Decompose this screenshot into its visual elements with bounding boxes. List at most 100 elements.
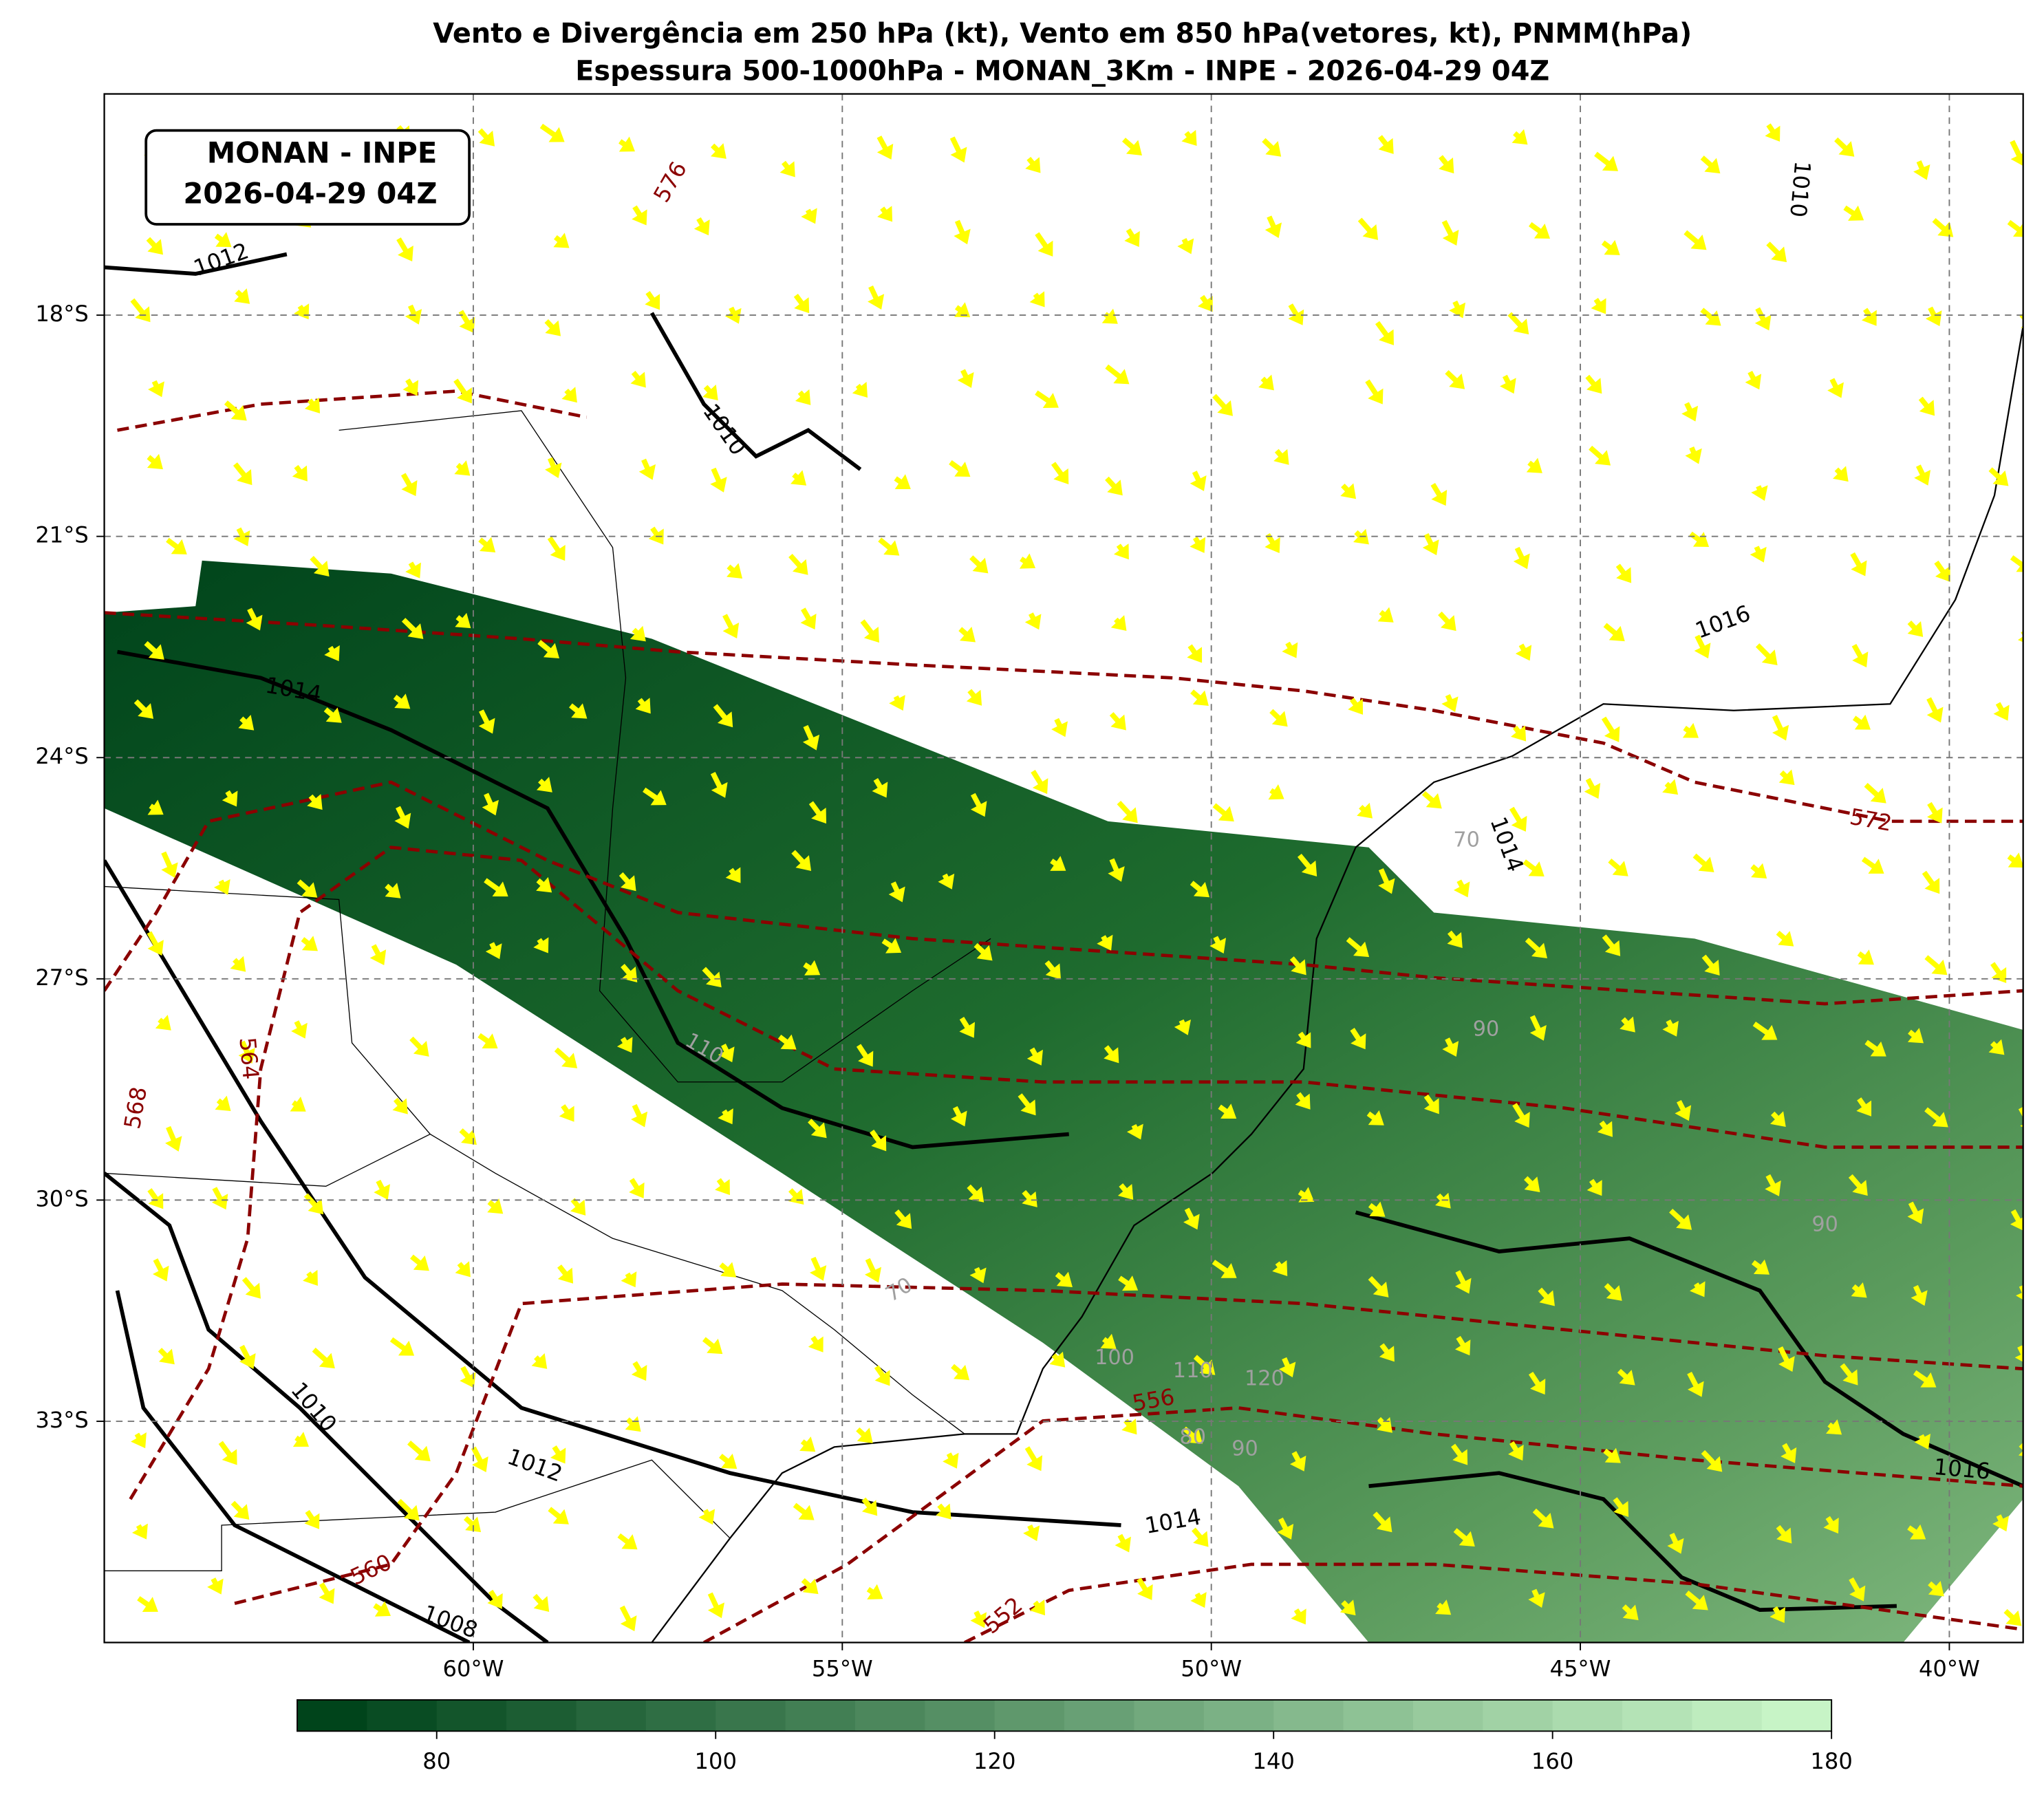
wind-vector bbox=[1850, 552, 1867, 577]
isobar bbox=[1355, 1210, 2023, 1488]
wind-vector bbox=[793, 294, 810, 314]
wind-vector bbox=[1024, 1446, 1043, 1472]
wind-vector bbox=[1024, 612, 1042, 630]
wind-vector bbox=[1852, 714, 1871, 730]
wind-vector bbox=[1776, 930, 1794, 947]
wind-vector bbox=[1297, 853, 1317, 876]
wind-vector bbox=[1377, 135, 1394, 154]
coastline bbox=[651, 325, 2023, 1643]
wind-vector bbox=[292, 464, 308, 482]
wind-vector bbox=[1422, 532, 1439, 556]
wind-vector bbox=[133, 699, 154, 719]
wind-vector bbox=[2003, 1608, 2022, 1626]
wind-vector bbox=[1117, 800, 1138, 823]
wind-vector bbox=[536, 777, 552, 793]
wind-vector bbox=[1667, 1533, 1684, 1554]
wind-vector bbox=[1423, 1094, 1439, 1114]
wind-vector bbox=[1613, 1497, 1629, 1518]
wind-vector bbox=[1454, 1335, 1471, 1356]
wind-contour-label: 120 bbox=[1245, 1366, 1284, 1390]
wind-vector bbox=[698, 1509, 716, 1525]
title: Vento e Divergência em 250 hPa (kt), Ven… bbox=[433, 18, 1692, 50]
colorbar-segment bbox=[1064, 1699, 1135, 1732]
wind-vector bbox=[1617, 1368, 1635, 1386]
wind-vector bbox=[795, 389, 811, 405]
wind-vector bbox=[643, 787, 667, 806]
colorbar-segment bbox=[1412, 1699, 1484, 1732]
map-frame bbox=[103, 93, 2024, 1644]
wind-vector bbox=[1121, 138, 1142, 155]
wind-vector bbox=[1861, 308, 1877, 326]
wind-vector bbox=[207, 1577, 224, 1595]
wind-vector bbox=[152, 1258, 169, 1282]
colorbar-tick-label: 80 bbox=[422, 1748, 451, 1774]
wind-vector bbox=[307, 794, 323, 810]
wind-vector bbox=[710, 467, 727, 493]
wind-vector bbox=[1675, 1099, 1692, 1121]
wind-vector bbox=[557, 1264, 574, 1284]
colorbar-tick-label: 100 bbox=[694, 1748, 736, 1774]
wind-vector bbox=[1288, 303, 1304, 325]
wind-vector bbox=[1272, 1260, 1288, 1276]
wind-vector bbox=[471, 1446, 488, 1472]
wind-vector bbox=[1840, 1363, 1858, 1386]
wind-vector bbox=[2021, 393, 2023, 396]
wind-vector bbox=[1212, 803, 1234, 822]
wind-vector bbox=[1115, 1533, 1131, 1553]
wind-vector bbox=[943, 1452, 959, 1469]
x-tick-label: 55°W bbox=[812, 1655, 873, 1681]
wind-vector bbox=[155, 1015, 171, 1031]
wind-vector bbox=[1025, 156, 1041, 173]
wind-vector bbox=[625, 1416, 641, 1432]
wind-vector bbox=[2010, 140, 2023, 166]
wind-vector bbox=[1346, 937, 1370, 958]
wind-vector bbox=[1538, 1287, 1555, 1306]
wind-vector bbox=[1029, 291, 1045, 308]
wind-vector bbox=[1044, 960, 1061, 980]
wind-vector bbox=[1026, 1047, 1043, 1066]
colorbar-segment bbox=[854, 1699, 926, 1732]
wind-vector bbox=[1100, 1333, 1117, 1349]
wind-vector bbox=[860, 619, 879, 643]
thickness-line bbox=[964, 1562, 2023, 1643]
wind-vector bbox=[1615, 563, 1632, 583]
wind-vector bbox=[1681, 402, 1699, 422]
wind-vector bbox=[1190, 1592, 1207, 1608]
wind-vector bbox=[1911, 1284, 1928, 1306]
wind-vector bbox=[1913, 1370, 1937, 1388]
wind-vector bbox=[1523, 859, 1545, 877]
wind-vector bbox=[868, 286, 885, 310]
title: Espessura 500-1000hPa - MONAN_3Km - INPE… bbox=[575, 56, 1549, 87]
wind-vector bbox=[969, 1267, 987, 1284]
colorbar-segment bbox=[645, 1699, 717, 1732]
wind-vector bbox=[1174, 1019, 1191, 1035]
wind-vector bbox=[559, 1104, 574, 1122]
wind-vector bbox=[719, 1262, 737, 1278]
wind-vector bbox=[1907, 620, 1924, 637]
wind-vector bbox=[874, 1365, 890, 1386]
wind-vector bbox=[954, 302, 971, 318]
colorbar-segment bbox=[994, 1699, 1066, 1732]
wind-vector bbox=[137, 1596, 158, 1613]
x-tick-label: 50°W bbox=[1181, 1655, 1242, 1681]
wind-vector bbox=[1451, 1443, 1468, 1465]
wind-vector bbox=[239, 1344, 256, 1369]
wind-vector bbox=[1022, 1189, 1037, 1207]
wind-vector bbox=[808, 1119, 827, 1139]
wind-vector bbox=[1117, 1183, 1134, 1200]
wind-vector bbox=[409, 1036, 429, 1057]
wind-vector bbox=[1209, 936, 1227, 954]
wind-vector bbox=[1055, 1271, 1073, 1287]
y-tick-label: 30°S bbox=[35, 1185, 89, 1211]
wind-vector bbox=[878, 537, 900, 556]
wind-vector bbox=[1105, 476, 1123, 496]
wind-vector bbox=[303, 1269, 318, 1286]
wind-vector bbox=[959, 1017, 975, 1038]
wind-vector bbox=[410, 1254, 429, 1271]
wind-vector bbox=[777, 1034, 797, 1050]
wind-vector bbox=[487, 1198, 504, 1214]
wind-vector bbox=[1932, 217, 1954, 237]
wind-vector bbox=[856, 1044, 874, 1067]
wind-vector bbox=[1752, 1022, 1778, 1040]
wind-vector bbox=[374, 1179, 390, 1200]
